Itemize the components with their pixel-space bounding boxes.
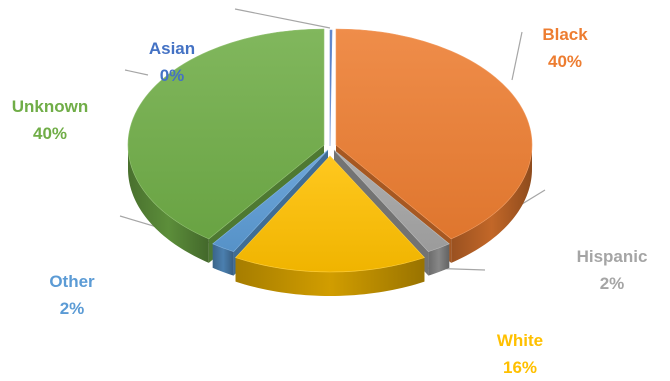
leader-line-unknown bbox=[124, 69, 149, 76]
slice-label-percent-other: 2% bbox=[60, 299, 85, 318]
slice-label-name-other: Other bbox=[49, 272, 95, 291]
slice-label-name-hispanic: Hispanic bbox=[577, 247, 648, 266]
slice-label-percent-asian: 0% bbox=[160, 66, 185, 85]
slice-label-name-white: White bbox=[497, 331, 543, 350]
slice-hispanic bbox=[333, 149, 450, 252]
slice-labels: Black 40% Hispanic 2% White 16% Other 2% Unknown… bbox=[12, 25, 648, 377]
slice-side-unknown bbox=[128, 145, 209, 263]
slice-label-name-black: Black bbox=[542, 25, 588, 44]
slice-unknown bbox=[127, 28, 325, 240]
pie-tops bbox=[127, 28, 533, 273]
slice-side-black bbox=[451, 145, 532, 263]
slice-label-name-unknown: Unknown bbox=[12, 97, 89, 116]
slice-white bbox=[235, 155, 425, 273]
slice-label-percent-unknown: 40% bbox=[33, 124, 67, 143]
slice-label-percent-black: 40% bbox=[548, 52, 582, 71]
leader-line-asian bbox=[234, 8, 331, 29]
slice-side-white bbox=[235, 257, 425, 296]
slice-side-other bbox=[212, 243, 234, 276]
slice-side-hispanic bbox=[428, 243, 450, 276]
slice-other bbox=[212, 149, 329, 252]
slice-label-percent-white: 16% bbox=[503, 358, 537, 377]
leader-line-black bbox=[511, 31, 523, 81]
slice-black bbox=[335, 28, 533, 240]
slice-asian bbox=[329, 29, 333, 147]
slice-label-name-asian: Asian bbox=[149, 39, 195, 58]
slice-label-percent-hispanic: 2% bbox=[600, 274, 625, 293]
